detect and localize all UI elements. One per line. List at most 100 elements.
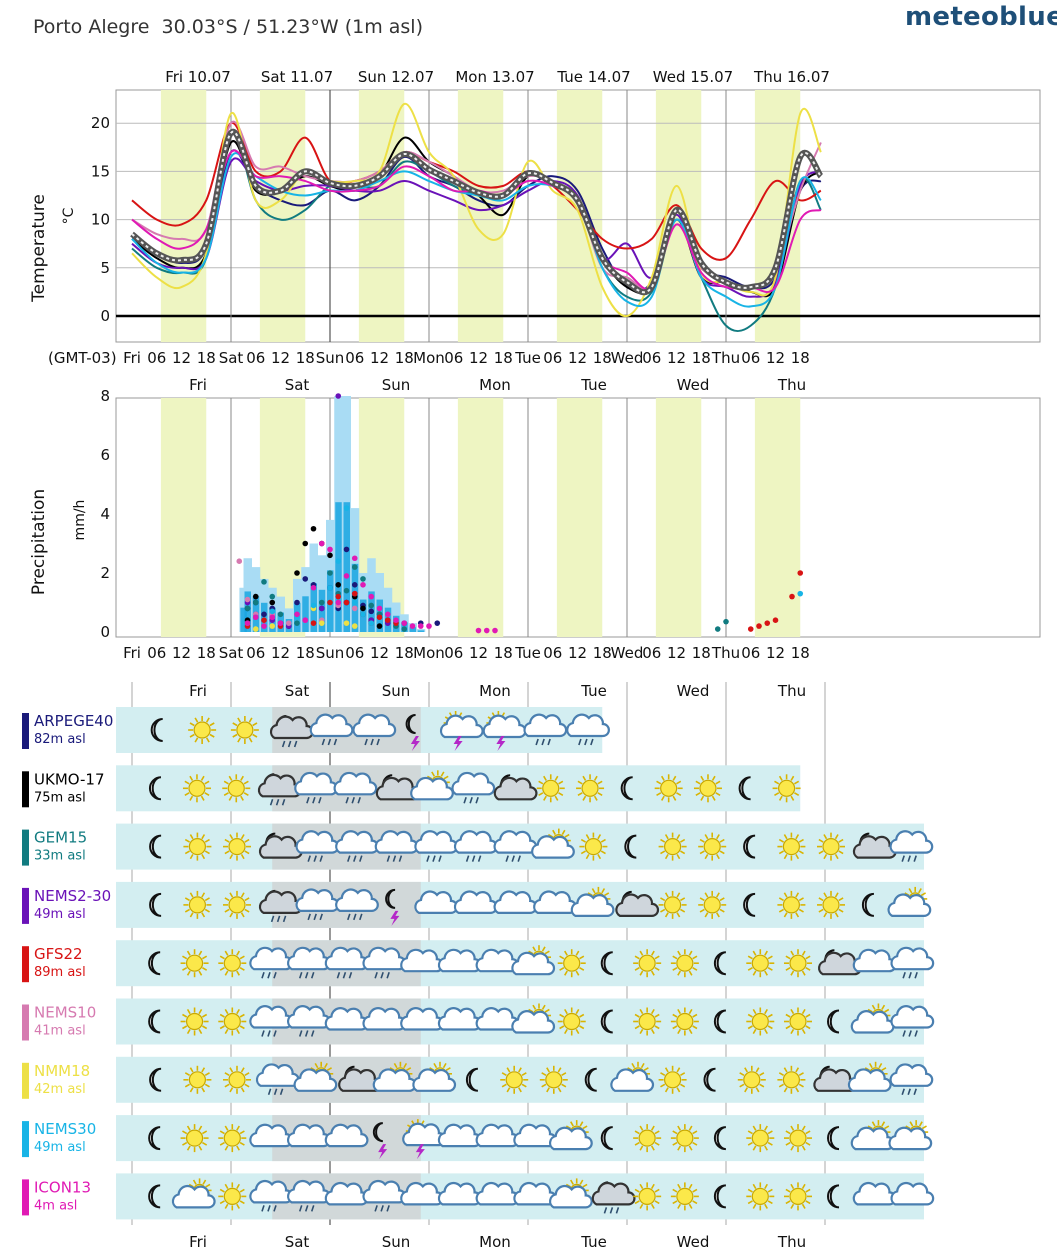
precip-dot-GFS22 — [376, 614, 383, 621]
day-label: Wed — [677, 682, 710, 700]
cloud-shape — [890, 1005, 935, 1029]
moon-shape — [713, 951, 727, 976]
precip-dot-ICON13 — [318, 540, 325, 547]
sun-ray — [692, 967, 698, 971]
rain-drop — [327, 738, 332, 746]
sun-ray — [554, 775, 559, 781]
sun-ray — [716, 853, 720, 860]
rain-drop — [590, 738, 594, 746]
precip-dot-ICON13 — [492, 627, 498, 634]
sun-ray — [186, 1008, 191, 1015]
sun-ray — [654, 1130, 660, 1135]
sun-ray — [801, 1028, 806, 1035]
sun-ray — [239, 955, 245, 960]
precip-dot-NEMS30 — [368, 620, 375, 626]
sun-ray — [790, 1008, 795, 1015]
sun-ray — [189, 834, 194, 840]
sun-ray — [664, 1067, 669, 1073]
sun-disc — [703, 896, 721, 914]
precip-dot-GFS22 — [384, 617, 391, 623]
sun-ray — [189, 722, 195, 727]
sun-ray — [785, 1188, 791, 1193]
sun-ray — [219, 1141, 225, 1146]
sun-ray — [239, 1130, 245, 1135]
rain-drop — [505, 855, 509, 862]
sun-ray — [783, 834, 788, 840]
sun-ray — [244, 1072, 250, 1076]
sun-ray — [582, 1183, 588, 1188]
rain-drop — [345, 797, 349, 804]
hour-axis-tick: 06 — [543, 644, 562, 662]
sun-disc — [236, 721, 254, 739]
moon-shape — [713, 1126, 727, 1151]
precip-dot-ICON13 — [244, 620, 251, 626]
sun-ray — [672, 1130, 678, 1135]
sun-ray — [224, 1072, 230, 1076]
moon-shape — [827, 1009, 840, 1034]
precip-dot-ARPEGE40 — [434, 620, 441, 626]
sun-ray — [541, 946, 546, 952]
precip-dot-ICON13 — [261, 623, 267, 629]
sun-ray — [747, 967, 753, 971]
sun-ray — [579, 967, 585, 971]
sun-ray — [823, 912, 828, 918]
precip-dot-NEMS10 — [244, 596, 251, 603]
sun-ray — [236, 1008, 240, 1015]
sun-ray — [564, 970, 568, 976]
precip-dot-NMM18 — [351, 623, 358, 629]
sun-ray — [224, 1008, 229, 1015]
model-elevation: 49m asl — [34, 907, 86, 922]
sun-ray — [229, 892, 234, 898]
sun-ray — [194, 737, 199, 743]
sun-ray — [778, 1072, 785, 1076]
sun-ray — [634, 967, 640, 971]
sun-ray — [406, 1067, 412, 1071]
rain-drop — [298, 1030, 303, 1037]
sun-ray — [597, 792, 603, 796]
sun-ray — [676, 892, 681, 898]
sun-ray — [236, 1028, 240, 1035]
sun-ray — [719, 908, 725, 913]
precip-dot-GEM15 — [714, 626, 721, 632]
rain-drop — [584, 738, 588, 746]
cloud-shape — [570, 893, 615, 917]
cloud-shape — [352, 713, 397, 738]
sun-ray — [778, 795, 783, 801]
sun-ray — [559, 1025, 565, 1030]
sun-ray — [818, 897, 824, 902]
sun-ray — [654, 1200, 660, 1205]
precip-dot-ICON13 — [252, 614, 259, 621]
sun-ray — [739, 1072, 745, 1076]
sun-ray — [546, 1087, 550, 1093]
precip-dot-GEM15 — [343, 587, 350, 594]
sun-ray — [634, 1200, 640, 1205]
precip-dot-UKMO-17 — [252, 593, 259, 600]
sun-ray — [431, 771, 436, 777]
sun-ray — [688, 970, 693, 976]
rain-drop — [287, 740, 292, 748]
precip-dot-GFS22 — [789, 593, 795, 600]
sun-ray — [182, 1013, 188, 1018]
sun-disc — [581, 779, 599, 797]
sun-ray — [688, 1008, 693, 1015]
rain-drop — [319, 913, 323, 921]
sun-ray — [778, 775, 783, 781]
sun-ray — [582, 1125, 588, 1130]
precip-dot-GEM15 — [401, 626, 408, 632]
date-label: Tue 14.07 — [556, 68, 630, 86]
sun-ray — [918, 888, 922, 894]
sun-ray — [823, 834, 828, 840]
sun-ray — [224, 1183, 229, 1190]
sun-ray — [764, 950, 768, 956]
precip-dot-ARPEGE40 — [261, 611, 267, 618]
sun-ray — [201, 853, 206, 860]
moon-shape — [861, 892, 875, 917]
model-row-GEM15: GEM15 33m asl — [22, 823, 934, 870]
precip-bar-inner — [240, 607, 247, 632]
sun-ray — [654, 967, 660, 971]
day-label: Sat — [285, 1233, 310, 1251]
sun-ray — [676, 853, 681, 860]
sun-ray — [634, 1188, 640, 1193]
sun-ray — [654, 955, 660, 960]
